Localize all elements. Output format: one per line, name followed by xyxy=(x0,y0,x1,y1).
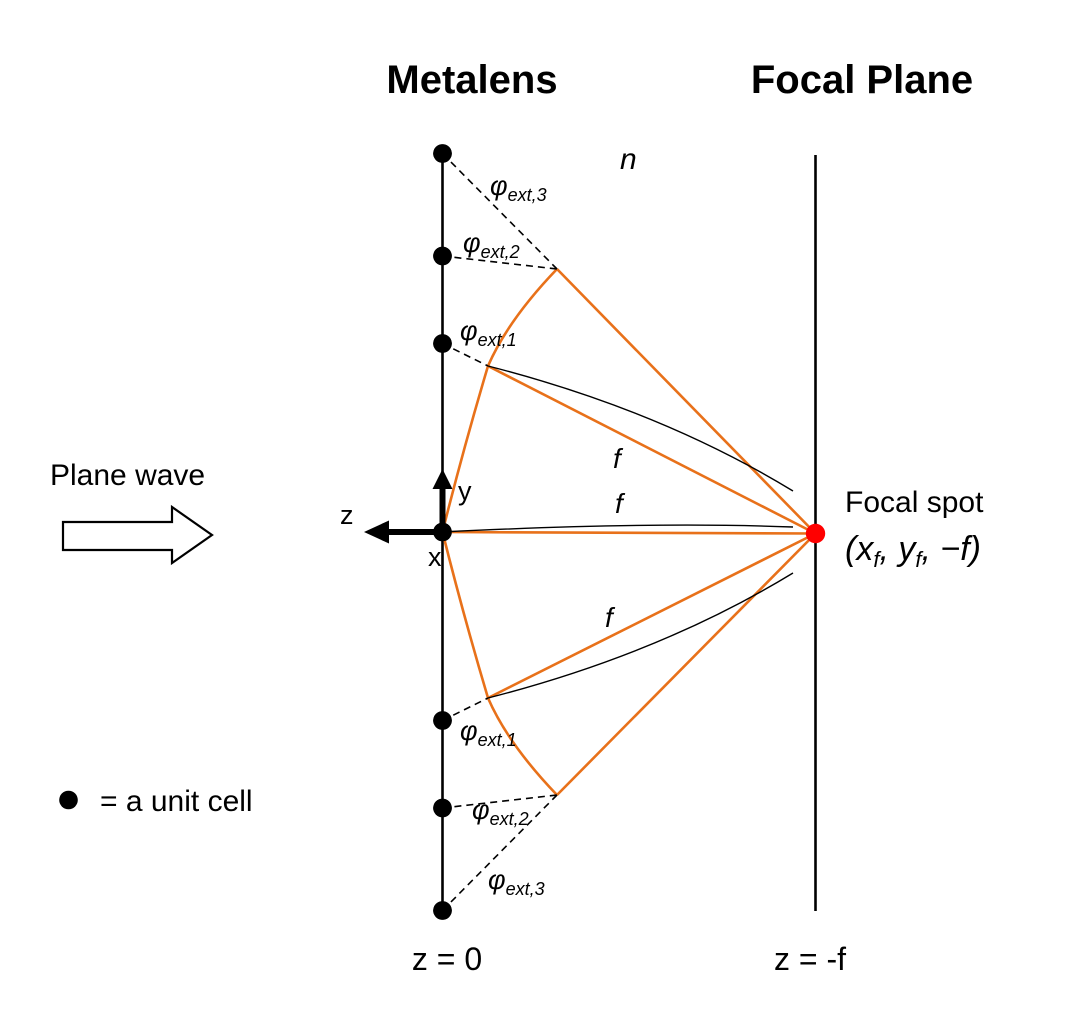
svg-text:z = -f: z = -f xyxy=(774,941,846,977)
svg-text:n: n xyxy=(620,143,637,176)
svg-text:x: x xyxy=(428,542,442,572)
svg-text:z: z xyxy=(340,500,354,530)
svg-text:Focal spot: Focal spot xyxy=(845,486,984,519)
svg-text:z = 0: z = 0 xyxy=(412,941,482,977)
svg-text:y: y xyxy=(458,476,472,506)
svg-text:Focal Plane: Focal Plane xyxy=(751,58,973,102)
svg-text:(xf, yf, −f): (xf, yf, −f) xyxy=(845,530,981,572)
svg-text:Metalens: Metalens xyxy=(386,58,557,102)
svg-text:= a unit cell: = a unit cell xyxy=(100,785,253,818)
svg-text:Plane wave: Plane wave xyxy=(50,459,205,492)
